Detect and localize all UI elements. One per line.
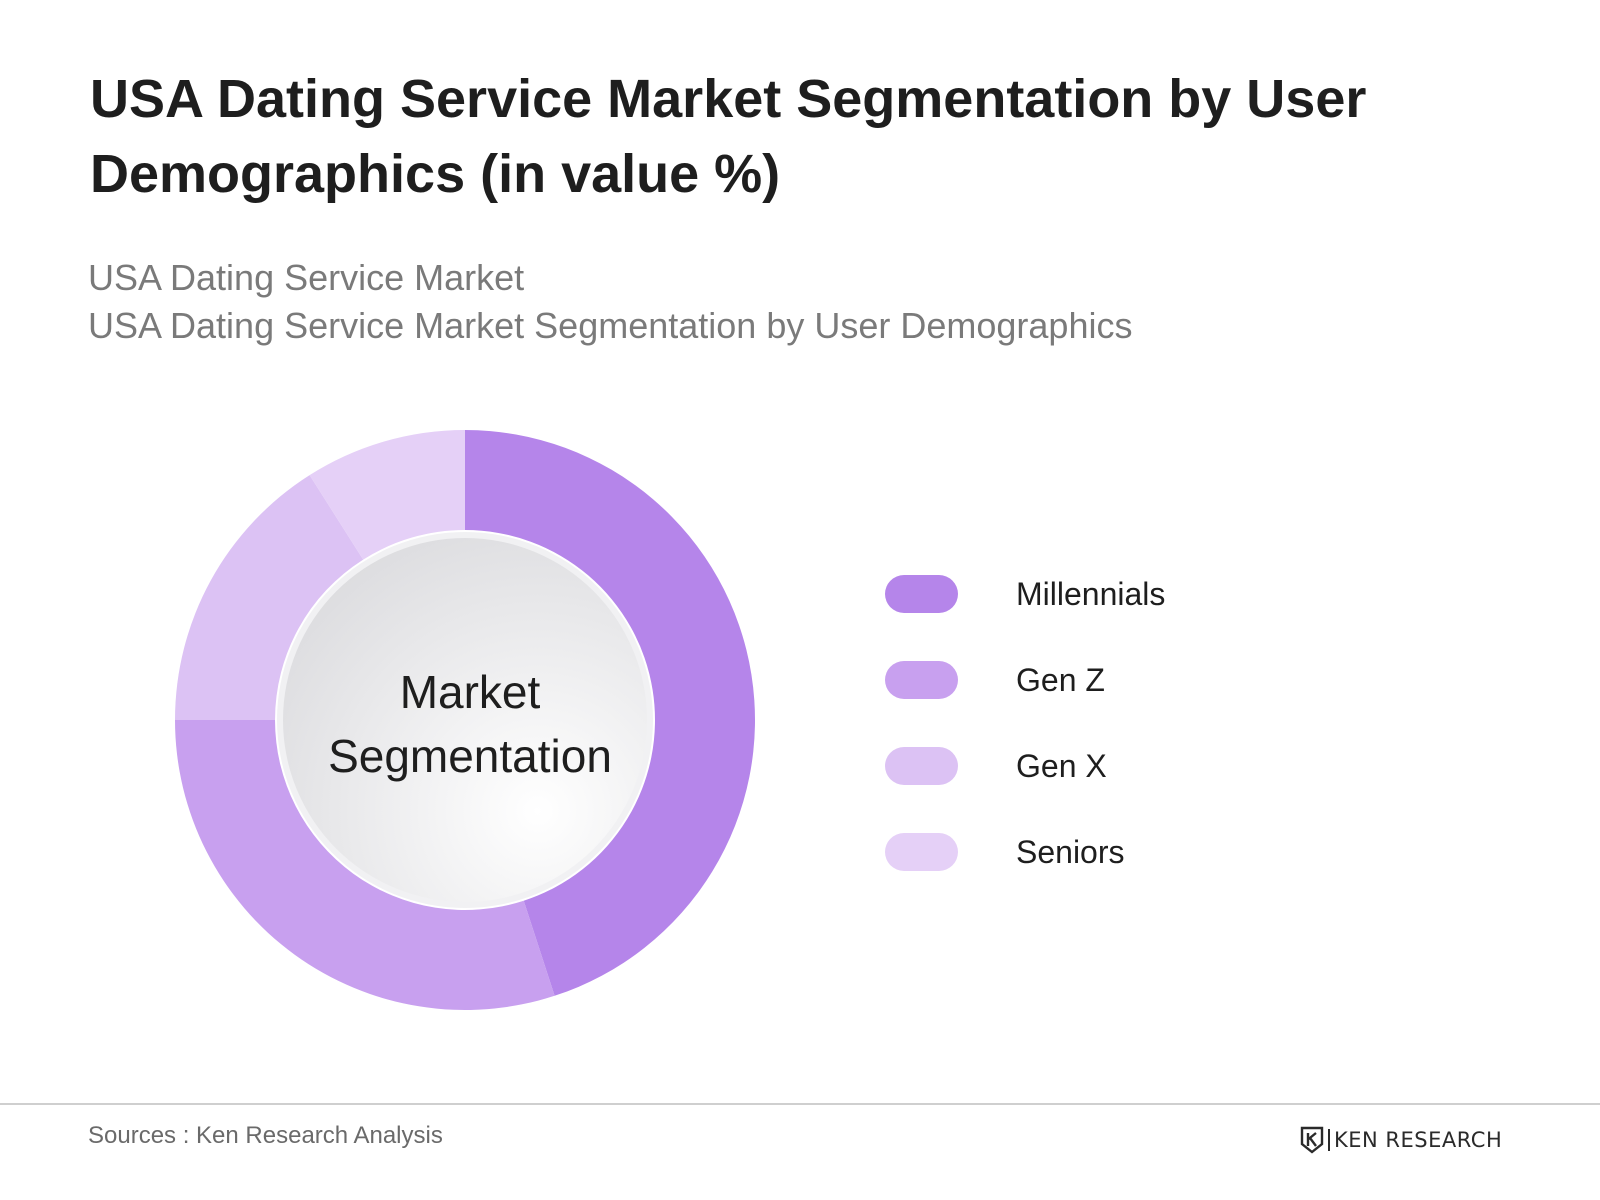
legend-label: Gen X xyxy=(1016,748,1107,784)
donut-slice-gen-x xyxy=(175,475,364,720)
legend-label: Millennials xyxy=(1016,576,1166,612)
logo-divider xyxy=(1328,1129,1330,1151)
chart-title: USA Dating Service Market Segmentation b… xyxy=(90,69,1367,204)
legend-label: Seniors xyxy=(1016,834,1125,870)
donut-center-label: Market Segmentation xyxy=(300,660,640,788)
legend-swatch xyxy=(885,661,958,699)
center-label-line1: Market xyxy=(399,666,541,718)
footer-divider xyxy=(0,1103,1600,1105)
subtitle-market: USA Dating Service Market xyxy=(88,257,525,298)
legend-swatch xyxy=(885,833,958,871)
donut-slice-seniors xyxy=(309,430,465,560)
subtitle-segmentation: USA Dating Service Market Segmentation b… xyxy=(88,305,1133,346)
logo-text: KEN RESEARCH xyxy=(1334,1128,1503,1152)
donut-slice-millennials xyxy=(465,430,755,996)
ken-research-logo-icon xyxy=(1300,1126,1324,1154)
legend-label: Gen Z xyxy=(1016,662,1105,698)
ken-research-logo: KEN RESEARCH xyxy=(1300,1125,1502,1155)
donut-slice-gen-z xyxy=(175,720,555,1010)
donut-slices xyxy=(175,430,755,1010)
center-label-line2: Segmentation xyxy=(328,730,612,782)
legend-swatch xyxy=(885,747,958,785)
sources-note: Sources : Ken Research Analysis xyxy=(88,1122,443,1149)
legend-swatch xyxy=(885,575,958,613)
subtitle-block: USA Dating Service Market USA Dating Ser… xyxy=(88,254,1488,350)
donut-center-disc xyxy=(283,538,647,902)
